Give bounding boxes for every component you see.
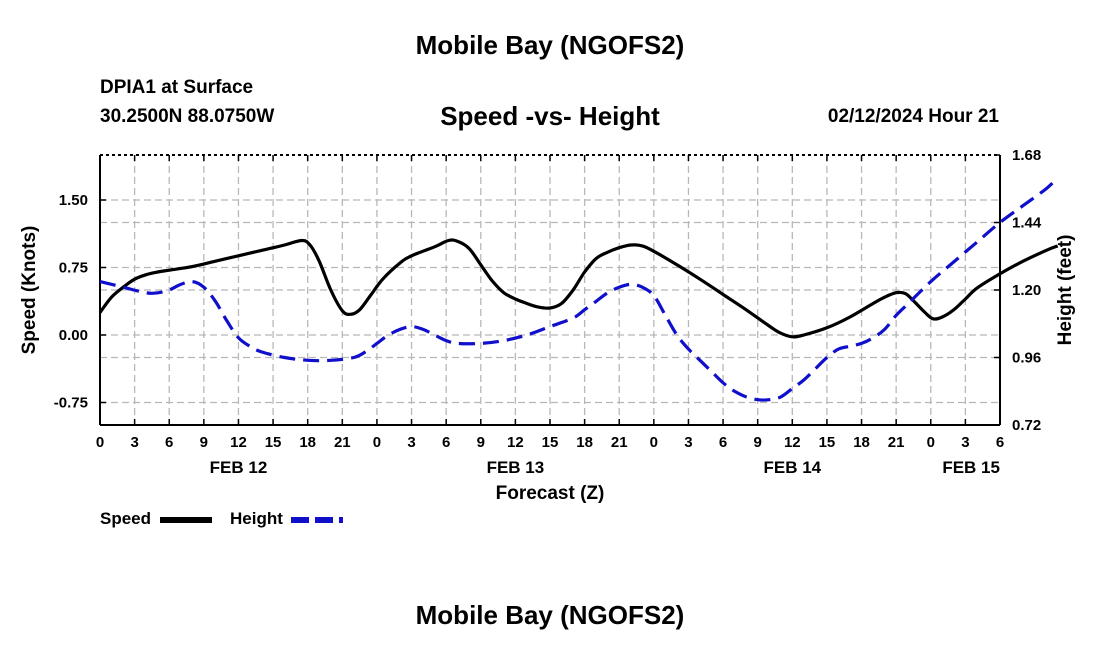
- x-tick-label: 3: [407, 434, 415, 451]
- bottom-title: Mobile Bay (NGOFS2): [415, 600, 685, 630]
- y-axis-label-right: Height (feet): [1055, 235, 1076, 346]
- x-axis-label: Forecast (Z): [495, 483, 605, 504]
- x-tick-label: 6: [165, 434, 173, 451]
- series-height-line: [99, 176, 1059, 402]
- left-tick-label: 0.75: [59, 260, 88, 277]
- left-tick-label: 1.50: [59, 192, 88, 209]
- x-tick-label: 15: [265, 434, 282, 451]
- date-label: FEB 12: [210, 458, 268, 477]
- right-tick-label: 0.72: [1012, 417, 1041, 434]
- x-tick-label: 9: [477, 434, 485, 451]
- x-tick-label: 9: [200, 434, 208, 451]
- x-tick-label: 0: [96, 434, 104, 451]
- right-tick-label: 1.68: [1012, 147, 1041, 164]
- chart-grid: [100, 155, 1000, 425]
- right-tick-label: 1.20: [1012, 282, 1041, 299]
- legend-height-label: Height: [230, 509, 283, 528]
- date-label: FEB 13: [487, 458, 545, 477]
- left-tick-label: -0.75: [54, 395, 88, 412]
- x-tick-label: 3: [684, 434, 692, 451]
- y-axis-label-left: Speed (Knots): [19, 226, 40, 355]
- x-tick-label: 0: [927, 434, 935, 451]
- x-tick-label: 0: [373, 434, 381, 451]
- station-coords: 30.2500N 88.0750W: [100, 106, 275, 127]
- left-tick-label: 0.00: [59, 327, 88, 344]
- date-label: FEB 15: [942, 458, 1000, 477]
- series-speed-line: [98, 238, 1059, 339]
- forecast-datetime: 02/12/2024 Hour 21: [827, 106, 999, 127]
- x-tick-label: 15: [819, 434, 836, 451]
- x-tick-label: 12: [507, 434, 524, 451]
- legend-height-line: [291, 517, 343, 523]
- x-tick-label: 3: [130, 434, 138, 451]
- legend-speed-label: Speed: [100, 509, 152, 528]
- chart-series: [98, 176, 1059, 402]
- x-tick-label: 15: [542, 434, 559, 451]
- x-tick-label: 21: [888, 434, 905, 451]
- x-tick-label: 9: [754, 434, 762, 451]
- x-tick-label: 0: [650, 434, 658, 451]
- date-label: FEB 14: [763, 458, 821, 477]
- x-tick-label: 21: [334, 434, 351, 451]
- chart-labels: 0 3 6 9 12 15 18 21 0 3 6 9 12 15 18 21 0 3 6 9 12 15 18 21 0 3 6 F…: [19, 147, 1076, 477]
- x-tick-label: 18: [299, 434, 316, 451]
- right-tick-label: 0.96: [1012, 350, 1041, 367]
- x-tick-label: 21: [611, 434, 628, 451]
- x-tick-label: 6: [719, 434, 727, 451]
- x-tick-label: 18: [576, 434, 593, 451]
- top-title: Mobile Bay (NGOFS2): [415, 30, 685, 60]
- chart-title: Speed -vs- Height: [440, 101, 660, 131]
- x-tick-label: 18: [853, 434, 870, 451]
- x-tick-label: 12: [784, 434, 801, 451]
- x-tick-label: 3: [961, 434, 969, 451]
- x-tick-label: 6: [996, 434, 1004, 451]
- x-tick-label: 12: [230, 434, 247, 451]
- chart-ticks: [99, 154, 1001, 426]
- right-tick-label: 1.44: [1012, 215, 1042, 232]
- legend-speed-line: [160, 517, 212, 523]
- x-tick-label: 6: [442, 434, 450, 451]
- station-name: DPIA1 at Surface: [100, 77, 254, 98]
